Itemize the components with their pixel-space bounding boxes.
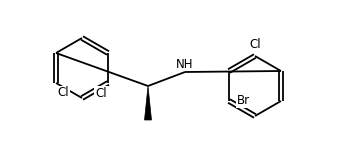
Text: NH: NH <box>176 58 194 70</box>
Polygon shape <box>145 86 151 120</box>
Text: Cl: Cl <box>95 86 107 100</box>
Text: Cl: Cl <box>57 86 69 100</box>
Text: Br: Br <box>237 94 249 107</box>
Text: Cl: Cl <box>249 39 261 52</box>
